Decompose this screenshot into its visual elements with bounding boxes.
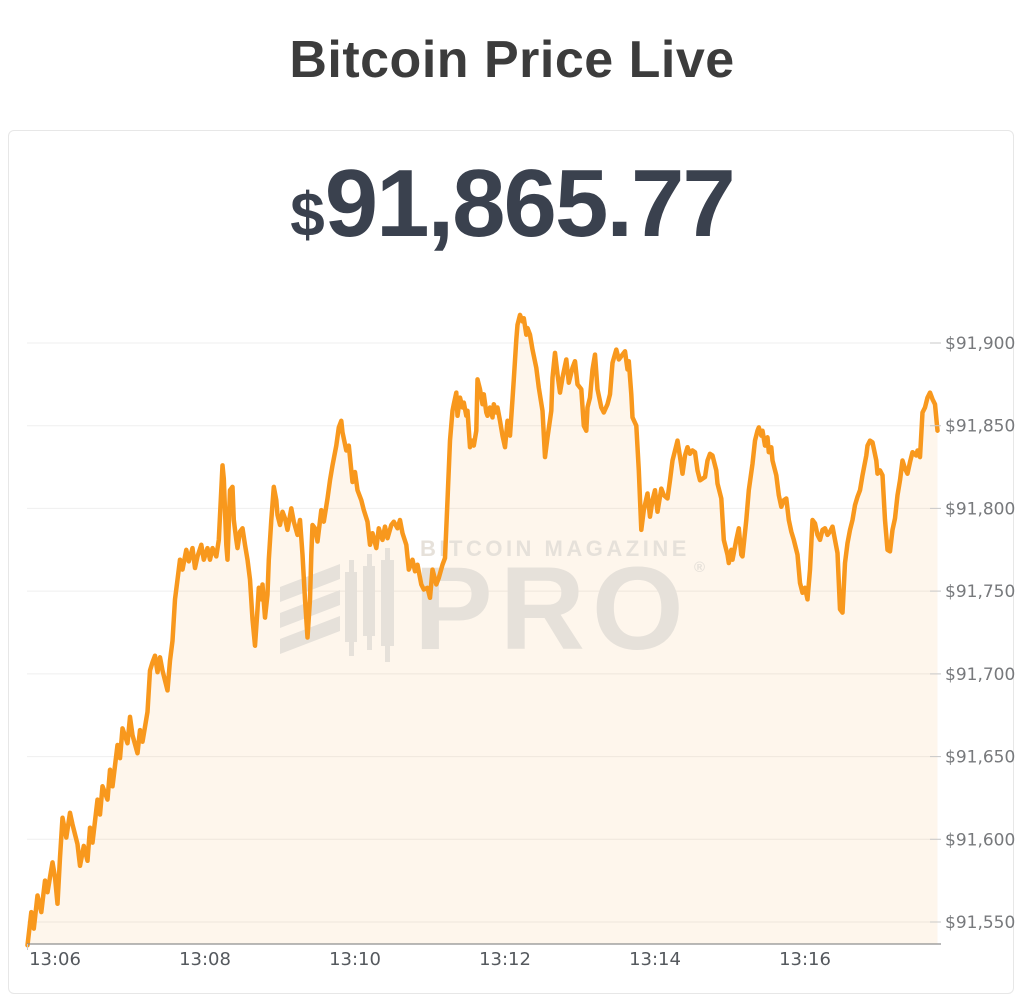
chart-plot-area[interactable]	[28, 305, 940, 944]
price-value: 91,865.77	[324, 150, 736, 257]
current-price: $91,865.77	[0, 156, 1024, 252]
page-title: Bitcoin Price Live	[289, 31, 735, 89]
currency-symbol: $	[290, 181, 325, 250]
